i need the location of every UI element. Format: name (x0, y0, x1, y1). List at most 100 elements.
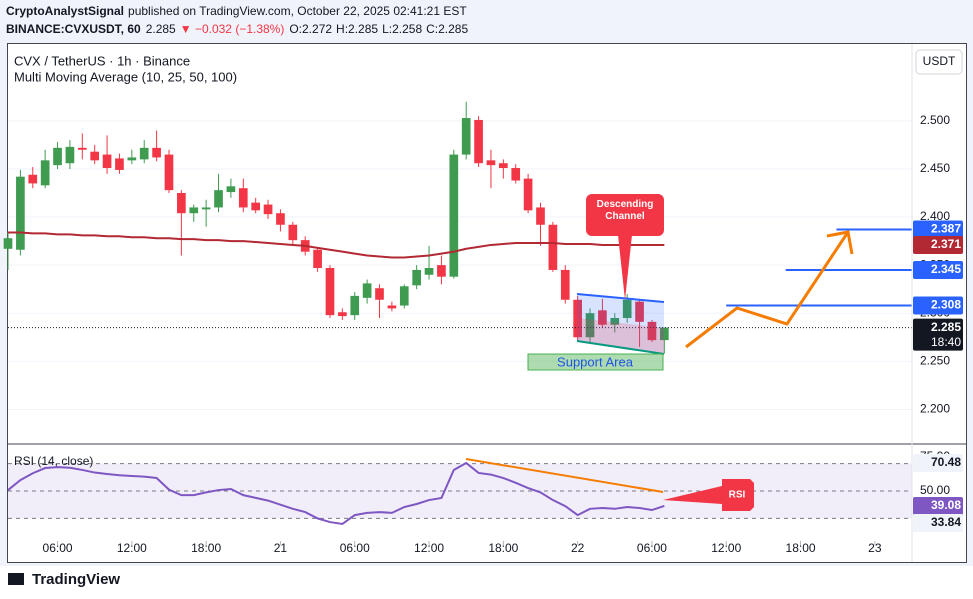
candle-body (263, 204, 273, 215)
candle-body (474, 119, 483, 164)
candle-body (127, 157, 137, 161)
x-tick-label: 06:00 (43, 541, 73, 555)
candle-body (647, 321, 657, 341)
x-tick-label: 12:00 (711, 541, 741, 555)
candle-body (77, 147, 87, 150)
candle-body (560, 269, 570, 300)
arrow-head (826, 230, 854, 255)
y-tick-label: 50.00 (920, 483, 950, 497)
x-tick-label: 18:00 (786, 541, 816, 555)
candle-body (53, 147, 62, 166)
open: O:2.272 (289, 22, 332, 36)
footer-bar (0, 566, 973, 599)
symbol-line: BINANCE:CVXUSDT, 60 2.285 ▼ −0.032 (−1.38%… (6, 22, 468, 36)
candle-body (214, 190, 223, 208)
support-label: Support Area (557, 354, 634, 369)
candle-body (189, 207, 199, 214)
price-badge-box (913, 260, 963, 279)
rsi-title: RSI (14, close) (14, 454, 93, 468)
footer-logo (8, 573, 24, 585)
candle-body (523, 178, 533, 211)
y-tick-label: 2.400 (920, 209, 950, 223)
plot: 2.2002.2502.3002.3502.4002.4502.5002.387… (3, 101, 963, 555)
author: CryptoAnalystSignal (6, 4, 124, 18)
chart-frame (7, 43, 967, 563)
rsi-callout-label: RSI (729, 490, 746, 501)
price-badge-box (913, 235, 963, 254)
candle-body (139, 147, 149, 160)
candle-body (598, 310, 607, 325)
support-box (527, 353, 664, 371)
high: H:2.285 (336, 22, 378, 36)
candle-body (635, 301, 644, 322)
candle-body (251, 202, 261, 211)
candle-body (375, 288, 384, 300)
candle-body (276, 213, 285, 225)
price-badge-box (913, 296, 963, 315)
currency[interactable]: USDT (923, 54, 956, 68)
candle-body (449, 154, 459, 277)
chart-subtitle: Multi Moving Average (10, 25, 50, 100) (14, 69, 237, 84)
x-tick-label: 12:00 (414, 541, 444, 555)
candle-body (238, 188, 248, 208)
change: ▼ −0.032 (−1.38%) (180, 22, 285, 36)
series-line (8, 231, 665, 259)
value-badge-box (913, 453, 963, 472)
candle-body (437, 265, 446, 277)
candle-body (102, 154, 112, 169)
candle-body (3, 238, 13, 249)
candle-body (288, 224, 298, 241)
candle-body (115, 158, 124, 170)
price-badge-box (913, 318, 963, 351)
channel-callout (586, 194, 664, 236)
price-badge: 2.308 (931, 298, 961, 312)
candle-body (412, 269, 421, 286)
channel-fill (577, 294, 664, 354)
candle-body (325, 268, 335, 316)
x-tick-label: 23 (868, 541, 882, 555)
value-badge: 39.08 (931, 498, 961, 512)
chart-title: CVX / TetherUS · 1h · Binance (14, 53, 190, 68)
price-badge: 2.285 (931, 320, 961, 334)
candle-body (338, 312, 347, 317)
value-badge: 33.84 (931, 515, 961, 529)
channel-top (576, 293, 665, 303)
candle-body (610, 318, 620, 325)
candle-body (511, 168, 521, 181)
candle-body (659, 327, 669, 341)
low: L:2.258 (382, 22, 422, 36)
candle-body (28, 174, 38, 184)
price-badge: 2.345 (931, 262, 961, 276)
candle-body (424, 268, 434, 275)
currency-button[interactable] (915, 49, 963, 75)
candle-body (16, 176, 25, 250)
channel-bottom (576, 340, 665, 355)
candle-body (486, 160, 496, 166)
callout-pointer (618, 235, 632, 300)
candle-body (177, 193, 186, 214)
x-tick-label: 22 (571, 541, 585, 555)
candle-body (164, 154, 174, 191)
candle-body (585, 313, 595, 338)
x-tick-label: 21 (274, 541, 288, 555)
price-badge-box (913, 220, 963, 239)
channel-fill-lower (577, 318, 664, 354)
x-tick-label: 18:00 (488, 541, 518, 555)
y-tick-label: 2.250 (920, 353, 950, 367)
series-line (7, 461, 665, 526)
candle-body (499, 163, 508, 169)
candle-body (461, 118, 471, 155)
price-badge: 2.387 (931, 222, 961, 236)
candle-body (40, 160, 50, 186)
close: C:2.285 (426, 22, 468, 36)
value-badge-box (913, 496, 963, 515)
price-badge-countdown: 18:40 (931, 335, 961, 349)
published: published on TradingView.com, October 22… (128, 4, 467, 18)
candle-body (536, 207, 545, 225)
candle-body (622, 299, 632, 319)
candle-body (226, 186, 236, 193)
candle-body (350, 295, 360, 316)
last-price: 2.285 (146, 22, 176, 36)
price-badge: 2.371 (931, 237, 961, 251)
